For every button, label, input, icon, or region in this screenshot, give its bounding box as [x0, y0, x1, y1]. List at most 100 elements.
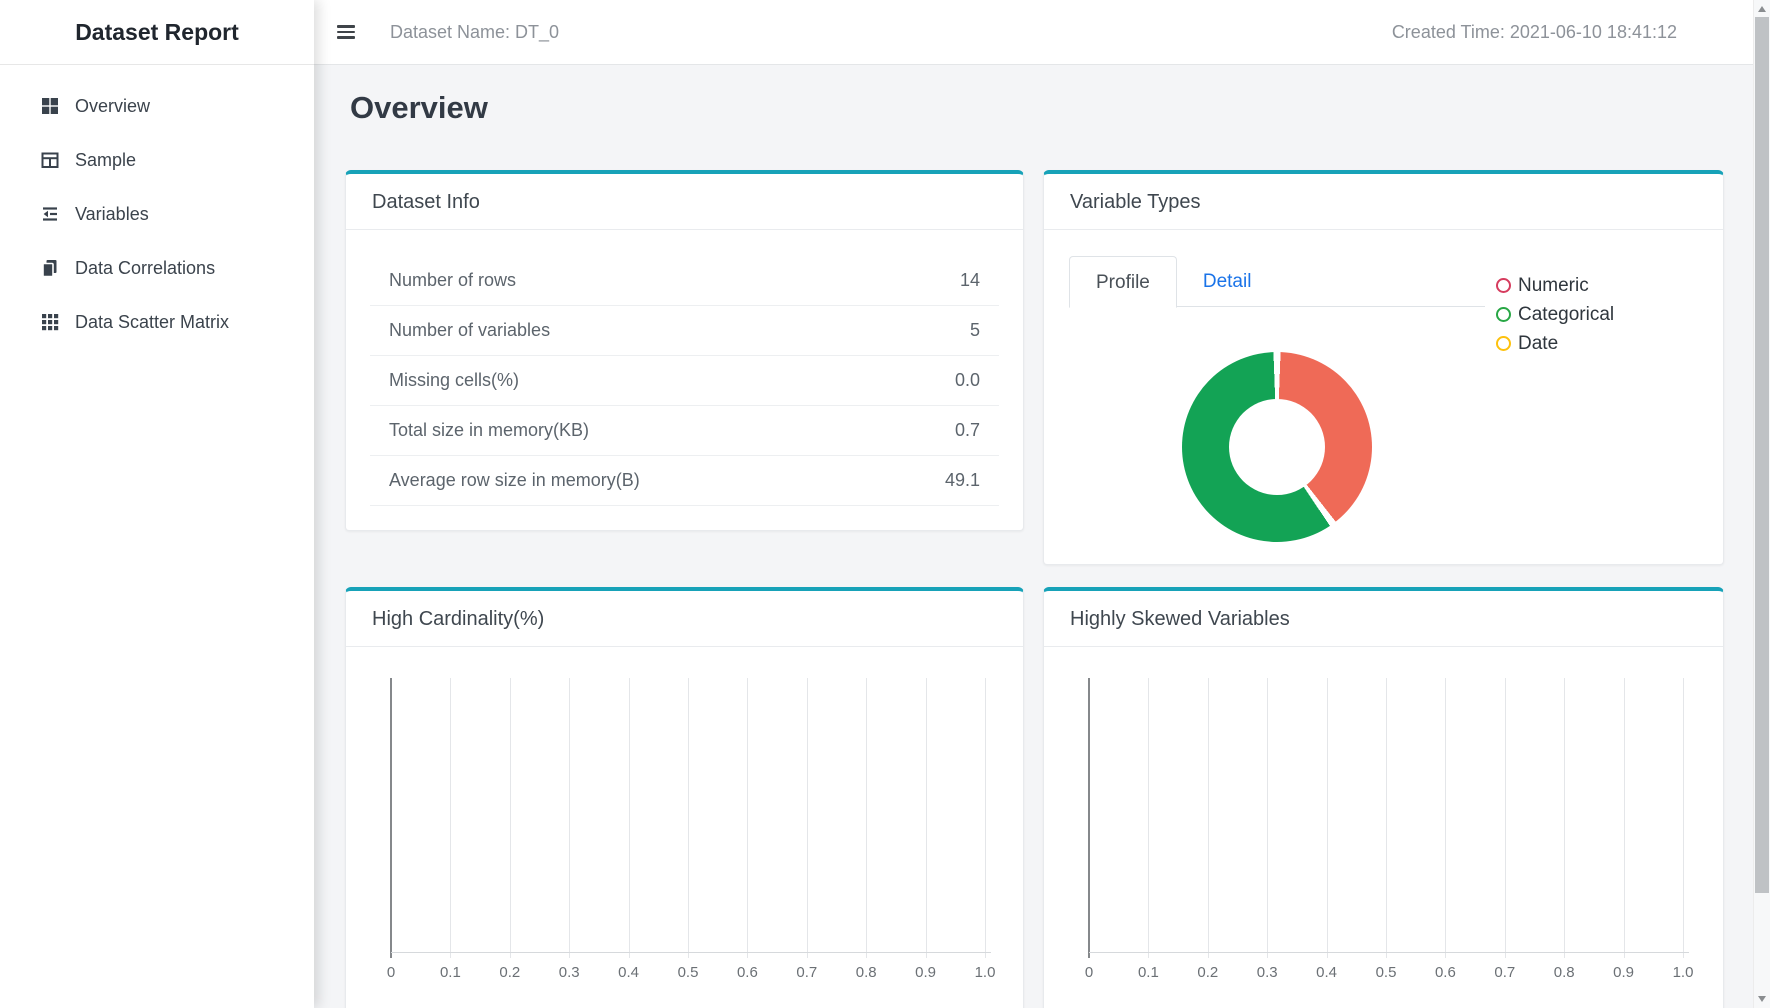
dataset-name-label: Dataset Name: DT_0: [390, 21, 560, 42]
y-axis-line: [1088, 678, 1090, 958]
top-header: Dataset Name: DT_0 Created Time: 2021-06…: [314, 0, 1753, 65]
sidebar-item-label: Data Correlations: [75, 257, 216, 278]
legend-circle-icon: [1496, 307, 1511, 322]
dataset-info-row: Number of rows 14: [370, 256, 999, 306]
info-row-label: Average row size in memory(B): [389, 470, 640, 490]
legend-item-date[interactable]: Date: [1496, 329, 1614, 358]
legend-label: Categorical: [1518, 303, 1615, 325]
dataset-info-row: Total size in memory(KB) 0.7: [370, 406, 999, 456]
x-gridline: [569, 678, 571, 958]
x-tick-label: 1.0: [1672, 964, 1694, 981]
donut-hole: [1229, 399, 1325, 495]
sidebar-item-data-scatter-matrix[interactable]: Data Scatter Matrix: [0, 295, 314, 349]
x-gridline: [1267, 678, 1269, 958]
dataset-info-row: Number of variables 5: [370, 306, 999, 356]
x-tick-label: 0: [386, 964, 396, 981]
info-row-value: 49.1: [944, 470, 980, 490]
x-tick-label: 0.6: [1434, 964, 1456, 981]
x-tick-label: 0.5: [677, 964, 699, 981]
sidebar-item-variables[interactable]: Variables: [0, 187, 314, 241]
dataset-info-row: Missing cells(%) 0.0: [370, 356, 999, 406]
legend-item-numeric[interactable]: Numeric: [1496, 271, 1614, 300]
x-tick-label: 0.5: [1375, 964, 1397, 981]
data-correlations-copy-icon: [40, 258, 60, 278]
x-gridline: [628, 678, 630, 958]
page-title: Overview: [350, 90, 488, 125]
high-cardinality-chart: 0 0.1 0.2 0.3 0.4 0.5 0.6 0.7 0.8 0.9 1.0: [387, 678, 995, 988]
x-tick-label: 0.2: [499, 964, 521, 981]
hamburger-menu-icon[interactable]: [337, 25, 355, 39]
x-gridline: [1148, 678, 1150, 958]
legend-circle-icon: [1496, 278, 1511, 293]
sidebar: Dataset Report Overview Sample Variables Da…: [0, 0, 314, 1008]
sidebar-item-label: Data Scatter Matrix: [75, 311, 230, 332]
sidebar-item-data-correlations[interactable]: Data Correlations: [0, 241, 314, 295]
info-row-label: Missing cells(%): [389, 370, 520, 390]
variable-types-tabs: Profile Detail: [1069, 255, 1485, 308]
info-row-value: 5: [969, 320, 980, 340]
legend-label: Numeric: [1518, 274, 1589, 296]
x-gridline: [1564, 678, 1566, 958]
variable-types-card: Variable Types Profile Detail Numeric Cate…: [1043, 170, 1724, 565]
x-gridline: [747, 678, 749, 958]
info-row-label: Number of rows: [389, 270, 517, 290]
x-gridline: [688, 678, 689, 958]
x-gridline: [1683, 678, 1684, 958]
x-tick-label: 1.0: [974, 964, 996, 981]
x-gridline: [985, 678, 986, 958]
x-gridline: [1445, 678, 1447, 958]
x-tick-label: 0.3: [558, 964, 580, 981]
scroll-down-arrow-icon[interactable]: [1758, 996, 1766, 1002]
info-row-label: Total size in memory(KB): [389, 420, 590, 440]
created-time-label: Created Time: 2021-06-10 18:41:12: [1391, 21, 1677, 42]
highly-skewed-chart: 0 0.1 0.2 0.3 0.4 0.5 0.6 0.7 0.8 0.9 1.0: [1085, 678, 1693, 988]
legend-item-categorical[interactable]: Categorical: [1496, 300, 1614, 329]
pie-legend: Numeric Categorical Date: [1496, 271, 1614, 358]
tab-profile[interactable]: Profile: [1069, 256, 1177, 308]
x-gridline: [1386, 678, 1387, 958]
vertical-scrollbar: [1753, 0, 1770, 1008]
scrollbar-thumb[interactable]: [1755, 17, 1769, 893]
variables-list-icon: [40, 204, 60, 224]
x-tick-label: 0.9: [915, 964, 937, 981]
highly-skewed-card: Highly Skewed Variables 0 0.1 0.2 0.3 0.4 0.5…: [1043, 587, 1724, 1008]
x-axis-line: [391, 952, 991, 953]
legend-circle-icon: [1496, 336, 1511, 351]
tab-detail[interactable]: Detail: [1202, 271, 1252, 292]
x-tick-label: 0.4: [1316, 964, 1338, 981]
main-content: Overview Dataset Info Number of rows 14 Nu…: [314, 65, 1753, 1008]
sidebar-item-sample[interactable]: Sample: [0, 133, 314, 187]
overview-grid-icon: [40, 96, 60, 116]
x-axis-line: [1089, 952, 1689, 953]
info-row-label: Number of variables: [389, 320, 551, 340]
x-gridline: [925, 678, 927, 958]
x-tick-label: 0.8: [1553, 964, 1575, 981]
highly-skewed-card-title: Highly Skewed Variables: [1044, 591, 1723, 647]
dataset-info-table: Number of rows 14 Number of variables 5 Miss…: [370, 256, 999, 506]
x-tick-label: 0.1: [439, 964, 461, 981]
legend-label: Date: [1518, 332, 1559, 354]
app-title: Dataset Report: [0, 0, 314, 65]
sidebar-item-overview[interactable]: Overview: [0, 79, 314, 133]
x-tick-label: 0.3: [1256, 964, 1278, 981]
x-tick-label: 0.2: [1197, 964, 1219, 981]
x-tick-label: 0.6: [736, 964, 758, 981]
info-row-value: 0.0: [954, 370, 980, 390]
scatter-matrix-grid-icon: [40, 312, 60, 332]
x-tick-label: 0.4: [618, 964, 640, 981]
info-row-value: 0.7: [954, 420, 980, 440]
x-gridline: [1326, 678, 1328, 958]
x-gridline: [450, 678, 452, 958]
sidebar-item-label: Variables: [75, 203, 149, 224]
x-gridline: [866, 678, 868, 958]
scroll-up-arrow-icon[interactable]: [1758, 6, 1766, 12]
x-tick-label: 0.1: [1137, 964, 1159, 981]
x-tick-label: 0: [1084, 964, 1094, 981]
dataset-info-card-title: Dataset Info: [346, 174, 1023, 230]
x-gridline: [1623, 678, 1625, 958]
y-axis-line: [390, 678, 392, 958]
sidebar-item-label: Overview: [75, 95, 151, 116]
variable-types-donut-chart[interactable]: [1182, 352, 1372, 542]
variable-types-card-title: Variable Types: [1044, 174, 1723, 230]
